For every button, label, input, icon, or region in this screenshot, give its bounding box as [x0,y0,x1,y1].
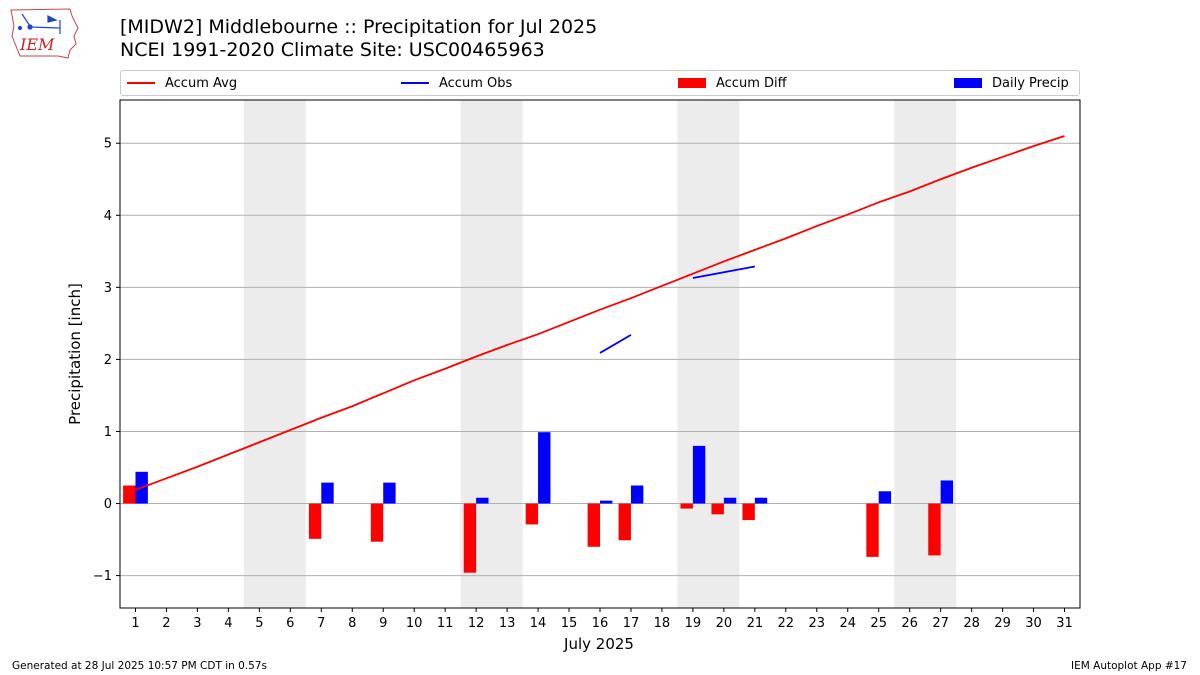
daily-precip-bar [878,491,892,504]
x-tick-label: 21 [747,616,764,631]
x-tick-label: 18 [654,616,671,631]
x-tick-label: 31 [1056,616,1073,631]
accum-diff-bar [308,503,322,539]
x-tick-label: 6 [286,616,294,631]
legend-item-accum-obs: Accum Obs [401,71,512,95]
y-tick-label: 4 [104,209,112,224]
bars [123,432,954,573]
x-tick-label: 12 [468,616,485,631]
x-tick-label: 8 [348,616,356,631]
daily-precip-bar [321,482,334,504]
legend-item-daily-precip: Daily Precip [954,71,1069,95]
x-tick-label: 24 [839,616,856,631]
x-tick-label: 4 [224,616,232,631]
x-tick-label: 10 [406,616,423,631]
accum-diff-bar [742,503,755,521]
legend-swatch-accum-avg [127,82,155,84]
accum-diff-bar [928,503,941,556]
legend-swatch-accum-diff [678,78,706,88]
x-axis-label: July 2025 [563,635,634,653]
y-axis-label: Precipitation [inch] [66,283,84,425]
x-axis-ticks: 1 2 3 4 5 6 7 8 9 10 11 12 13 14 15 16 17 18 19 20 21 22 23 24 2… [131,608,1073,631]
weekend-shade [677,100,740,608]
chart-title: [MIDW2] Middlebourne :: Precipitation fo… [120,16,598,38]
legend-label-accum-avg: Accum Avg [165,75,238,91]
weekend-shading [243,100,957,608]
y-tick-label: −1 [93,569,112,584]
x-tick-label: 5 [255,616,263,631]
x-tick-label: 26 [901,616,918,631]
accum-diff-bar [123,485,136,504]
legend-swatch-accum-obs [401,82,429,84]
accum-diff-bar [866,503,879,557]
daily-precip-bar [692,445,706,504]
daily-precip-bar [630,485,644,504]
x-tick-label: 25 [870,616,887,631]
x-tick-label: 14 [530,616,547,631]
x-tick-label: 9 [379,616,387,631]
x-tick-label: 29 [994,616,1011,631]
x-tick-label: 16 [592,616,609,631]
daily-precip-bar [383,482,396,504]
daily-precip-bar [723,497,737,504]
legend-label-accum-diff: Accum Diff [716,75,787,91]
accum-diff-bar [711,503,724,515]
accum-obs-line [599,334,632,354]
accum-diff-bar [618,503,631,541]
accum-diff-bar [525,503,539,525]
accum-obs-line [692,265,756,279]
daily-precip-bar [600,500,613,504]
x-tick-label: 27 [932,616,949,631]
x-tick-label: 11 [437,616,454,631]
y-tick-label: 5 [104,137,112,152]
x-tick-label: 19 [685,616,702,631]
y-tick-label: 3 [104,281,112,296]
generated-note: Generated at 28 Jul 2025 10:57 PM CDT in… [12,660,267,672]
legend-item-accum-avg: Accum Avg [127,71,237,95]
iem-logo: IEM [10,8,79,59]
accum-diff-bar [680,503,693,509]
y-axis-ticks: −1 0 1 2 3 4 5 [93,137,120,584]
x-tick-label: 13 [499,616,516,631]
x-tick-label: 15 [561,616,578,631]
app-note: IEM Autoplot App #17 [1071,660,1187,672]
y-tick-label: 2 [104,353,112,368]
accum-diff-bar [463,503,477,573]
weekend-shade [243,100,306,608]
daily-precip-bar [476,497,489,504]
accum-avg-line [135,135,1065,491]
chart-subtitle: NCEI 1991-2020 Climate Site: USC00465963 [120,39,545,61]
daily-precip-bar [940,480,954,504]
legend-label-daily-precip: Daily Precip [992,75,1069,91]
daily-precip-bar [538,432,551,504]
x-tick-label: 28 [963,616,980,631]
accum-diff-bar [587,503,600,547]
x-tick-label: 20 [716,616,733,631]
x-tick-label: 1 [131,616,139,631]
y-tick-label: 0 [104,497,112,512]
x-tick-label: 17 [623,616,640,631]
logo-text: IEM [19,35,55,54]
legend-item-accum-diff: Accum Diff [678,71,787,95]
x-tick-label: 22 [778,616,795,631]
legend: Accum Avg Accum Obs Accum Diff Daily Pre… [120,70,1080,96]
x-tick-label: 3 [193,616,201,631]
lines [135,135,1065,491]
legend-label-accum-obs: Accum Obs [439,75,513,91]
x-tick-label: 23 [809,616,826,631]
daily-precip-bar [754,497,768,504]
y-tick-label: 1 [104,425,112,440]
x-tick-label: 2 [162,616,170,631]
legend-swatch-daily-precip [954,78,982,88]
x-tick-label: 7 [317,616,325,631]
accum-diff-bar [370,503,384,542]
x-tick-label: 30 [1025,616,1042,631]
